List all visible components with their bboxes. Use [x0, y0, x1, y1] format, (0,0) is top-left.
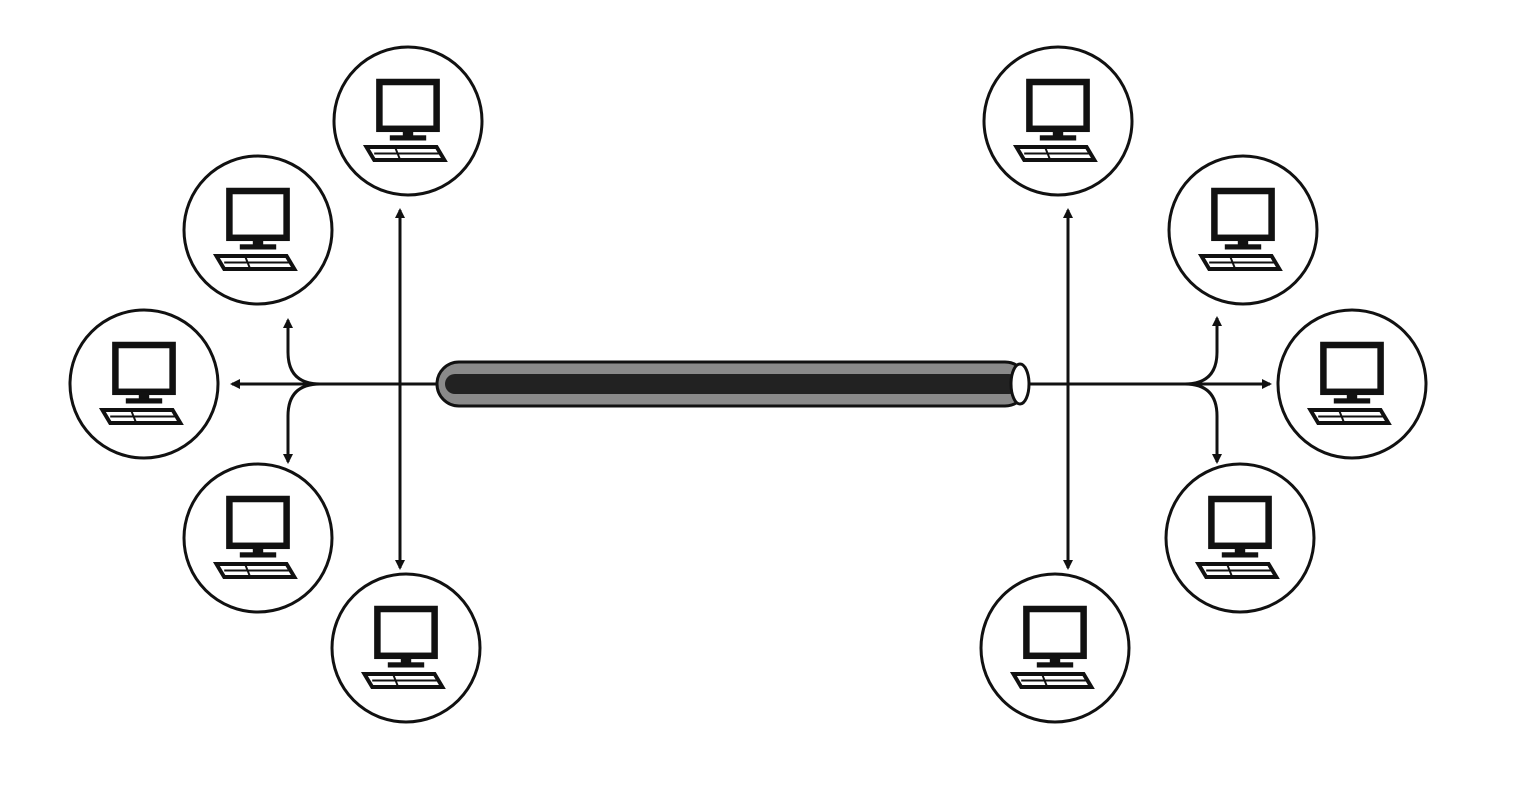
desktop-computer-icon: [364, 609, 442, 687]
backbone-cable: [435, 360, 1031, 408]
right-connections: [1030, 208, 1272, 570]
desktop-computer-icon: [1013, 609, 1091, 687]
node-right-bottom: [979, 572, 1131, 724]
node-right-upper: [1167, 154, 1319, 306]
node-right-top: [982, 45, 1134, 197]
desktop-computer-icon: [1016, 82, 1094, 160]
line-right-lower: [1184, 382, 1222, 464]
node-right-middle: [1276, 308, 1428, 460]
desktop-computer-icon: [1310, 345, 1388, 423]
node-left-upper: [182, 154, 334, 306]
desktop-computer-icon: [1198, 499, 1276, 577]
left-connections: [230, 208, 437, 570]
desktop-computer-icon: [216, 499, 294, 577]
line-right-upper: [1184, 316, 1222, 386]
desktop-computer-icon: [102, 345, 180, 423]
node-right-lower: [1164, 462, 1316, 614]
node-left-top: [332, 45, 484, 197]
desktop-computer-icon: [366, 82, 444, 160]
desktop-computer-icon: [1201, 191, 1279, 269]
desktop-computer-icon: [216, 191, 294, 269]
node-left-middle: [68, 308, 220, 460]
node-left-bottom: [330, 572, 482, 724]
line-left-upper: [283, 318, 321, 386]
line-left-lower: [283, 382, 321, 464]
node-left-lower: [182, 462, 334, 614]
